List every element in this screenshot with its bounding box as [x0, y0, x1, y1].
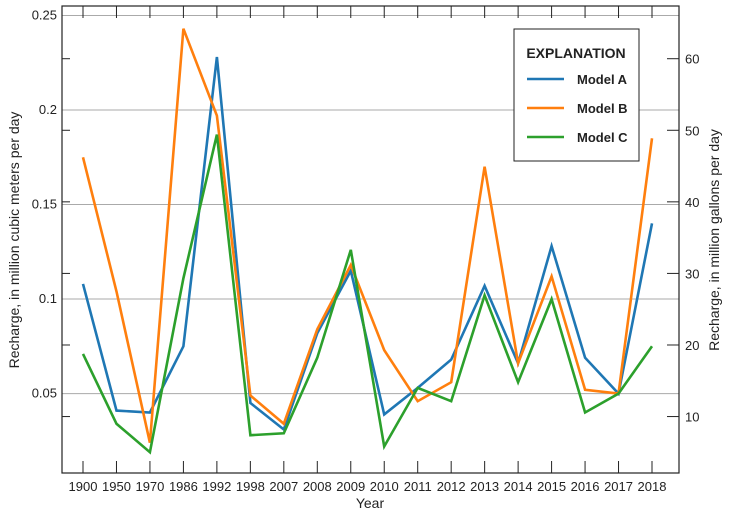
- x-tick-label: 1998: [236, 479, 265, 494]
- y-tick-label: 0.2: [39, 102, 57, 117]
- x-tick-label: 1986: [169, 479, 198, 494]
- x-axis-label: Year: [356, 495, 385, 511]
- y-tick-label: 0.15: [32, 197, 57, 212]
- y-tick-label: 0.05: [32, 386, 57, 401]
- x-tick-label: 2008: [303, 479, 332, 494]
- x-tick-label: 2013: [470, 479, 499, 494]
- legend: EXPLANATION Model A Model B Model C: [514, 29, 639, 161]
- legend-title: EXPLANATION: [526, 45, 625, 61]
- y-tick-label-right: 40: [685, 195, 699, 210]
- x-tick-label: 1970: [135, 479, 164, 494]
- y-tick-label-right: 20: [685, 338, 699, 353]
- legend-label: Model C: [577, 130, 628, 145]
- y-tick-label-right: 10: [685, 410, 699, 425]
- x-tick-label: 1950: [102, 479, 131, 494]
- x-tick-label: 2010: [370, 479, 399, 494]
- x-tick-label: 2011: [404, 479, 432, 494]
- y-tick-label: 0.25: [32, 7, 57, 22]
- x-tick-label: 1900: [69, 479, 98, 494]
- x-tick-label: 2017: [604, 479, 633, 494]
- x-tick-label: 2009: [336, 479, 365, 494]
- x-tick-label: 2015: [537, 479, 566, 494]
- x-tick-label: 2018: [638, 479, 667, 494]
- x-tick-label: 2014: [504, 479, 533, 494]
- x-tick-label: 2007: [269, 479, 298, 494]
- legend-label: Model B: [577, 101, 628, 116]
- y-tick-label: 0.1: [39, 291, 57, 306]
- x-tick-label: 2012: [437, 479, 466, 494]
- y-tick-label-right: 50: [685, 123, 699, 138]
- y-tick-label-right: 30: [685, 266, 699, 281]
- y-axis-label-left: Recharge, in million cubic meters per da…: [6, 112, 22, 369]
- y-axis-label-right: Recharge, in million gallons per day: [706, 129, 722, 351]
- legend-label: Model A: [577, 72, 628, 87]
- x-tick-label: 1992: [202, 479, 231, 494]
- y-tick-label-right: 60: [685, 52, 699, 67]
- x-tick-label: 2016: [571, 479, 600, 494]
